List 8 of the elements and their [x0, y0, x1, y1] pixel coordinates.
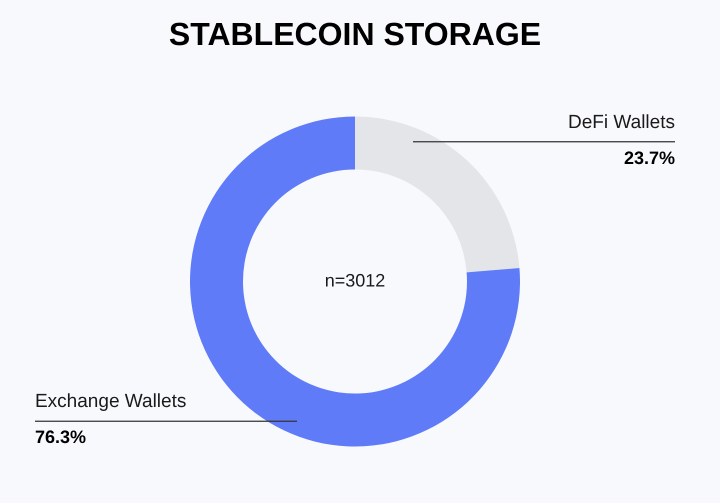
data-label: 76.3% — [35, 427, 86, 448]
chart-title: STABLECOIN STORAGE — [168, 16, 542, 52]
slice-label: Exchange Wallets — [35, 391, 186, 412]
data-label: 23.7% — [624, 148, 675, 168]
slice-label: DeFi Wallets — [568, 112, 675, 133]
donut-slice — [355, 116, 520, 272]
donut-slice — [190, 116, 520, 446]
text: n=3012 — [324, 270, 386, 290]
